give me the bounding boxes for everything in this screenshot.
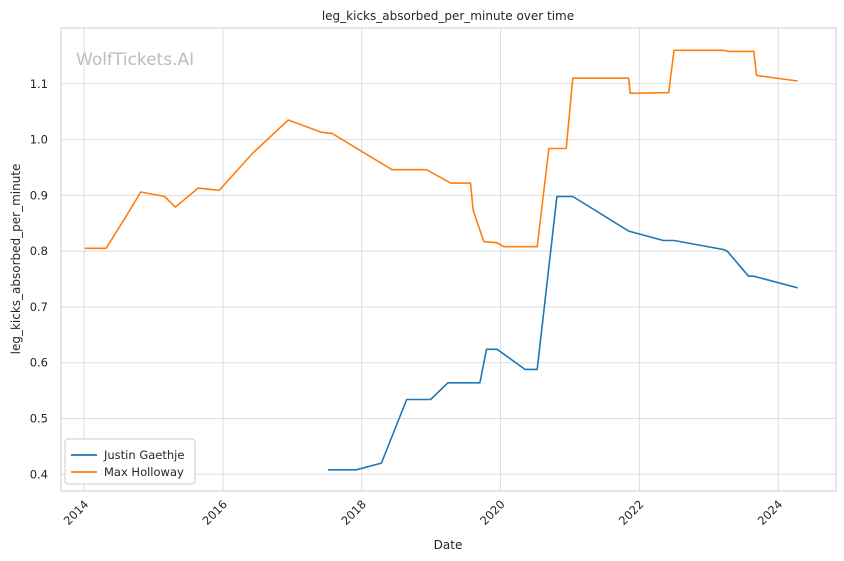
y-axis-title: leg_kicks_absorbed_per_minute xyxy=(9,164,23,355)
legend-label: Justin Gaethje xyxy=(103,448,184,462)
y-tick-label: 0.4 xyxy=(30,467,48,481)
plot-area xyxy=(61,28,836,491)
y-tick-label: 0.7 xyxy=(30,300,48,314)
y-tick-label: 0.6 xyxy=(30,356,48,370)
y-tick-label: 0.8 xyxy=(30,244,48,258)
y-tick-label: 1.1 xyxy=(30,77,48,91)
chart-title: leg_kicks_absorbed_per_minute over time xyxy=(322,9,574,23)
y-tick-label: 0.9 xyxy=(30,188,48,202)
y-tick-label: 1.0 xyxy=(30,133,48,147)
legend-label: Max Holloway xyxy=(104,465,184,479)
x-axis-title: Date xyxy=(434,538,463,552)
y-tick-label: 0.5 xyxy=(30,411,48,425)
legend: Justin Gaethje Max Holloway xyxy=(65,439,195,484)
watermark-text: WolfTickets.AI xyxy=(76,50,194,70)
